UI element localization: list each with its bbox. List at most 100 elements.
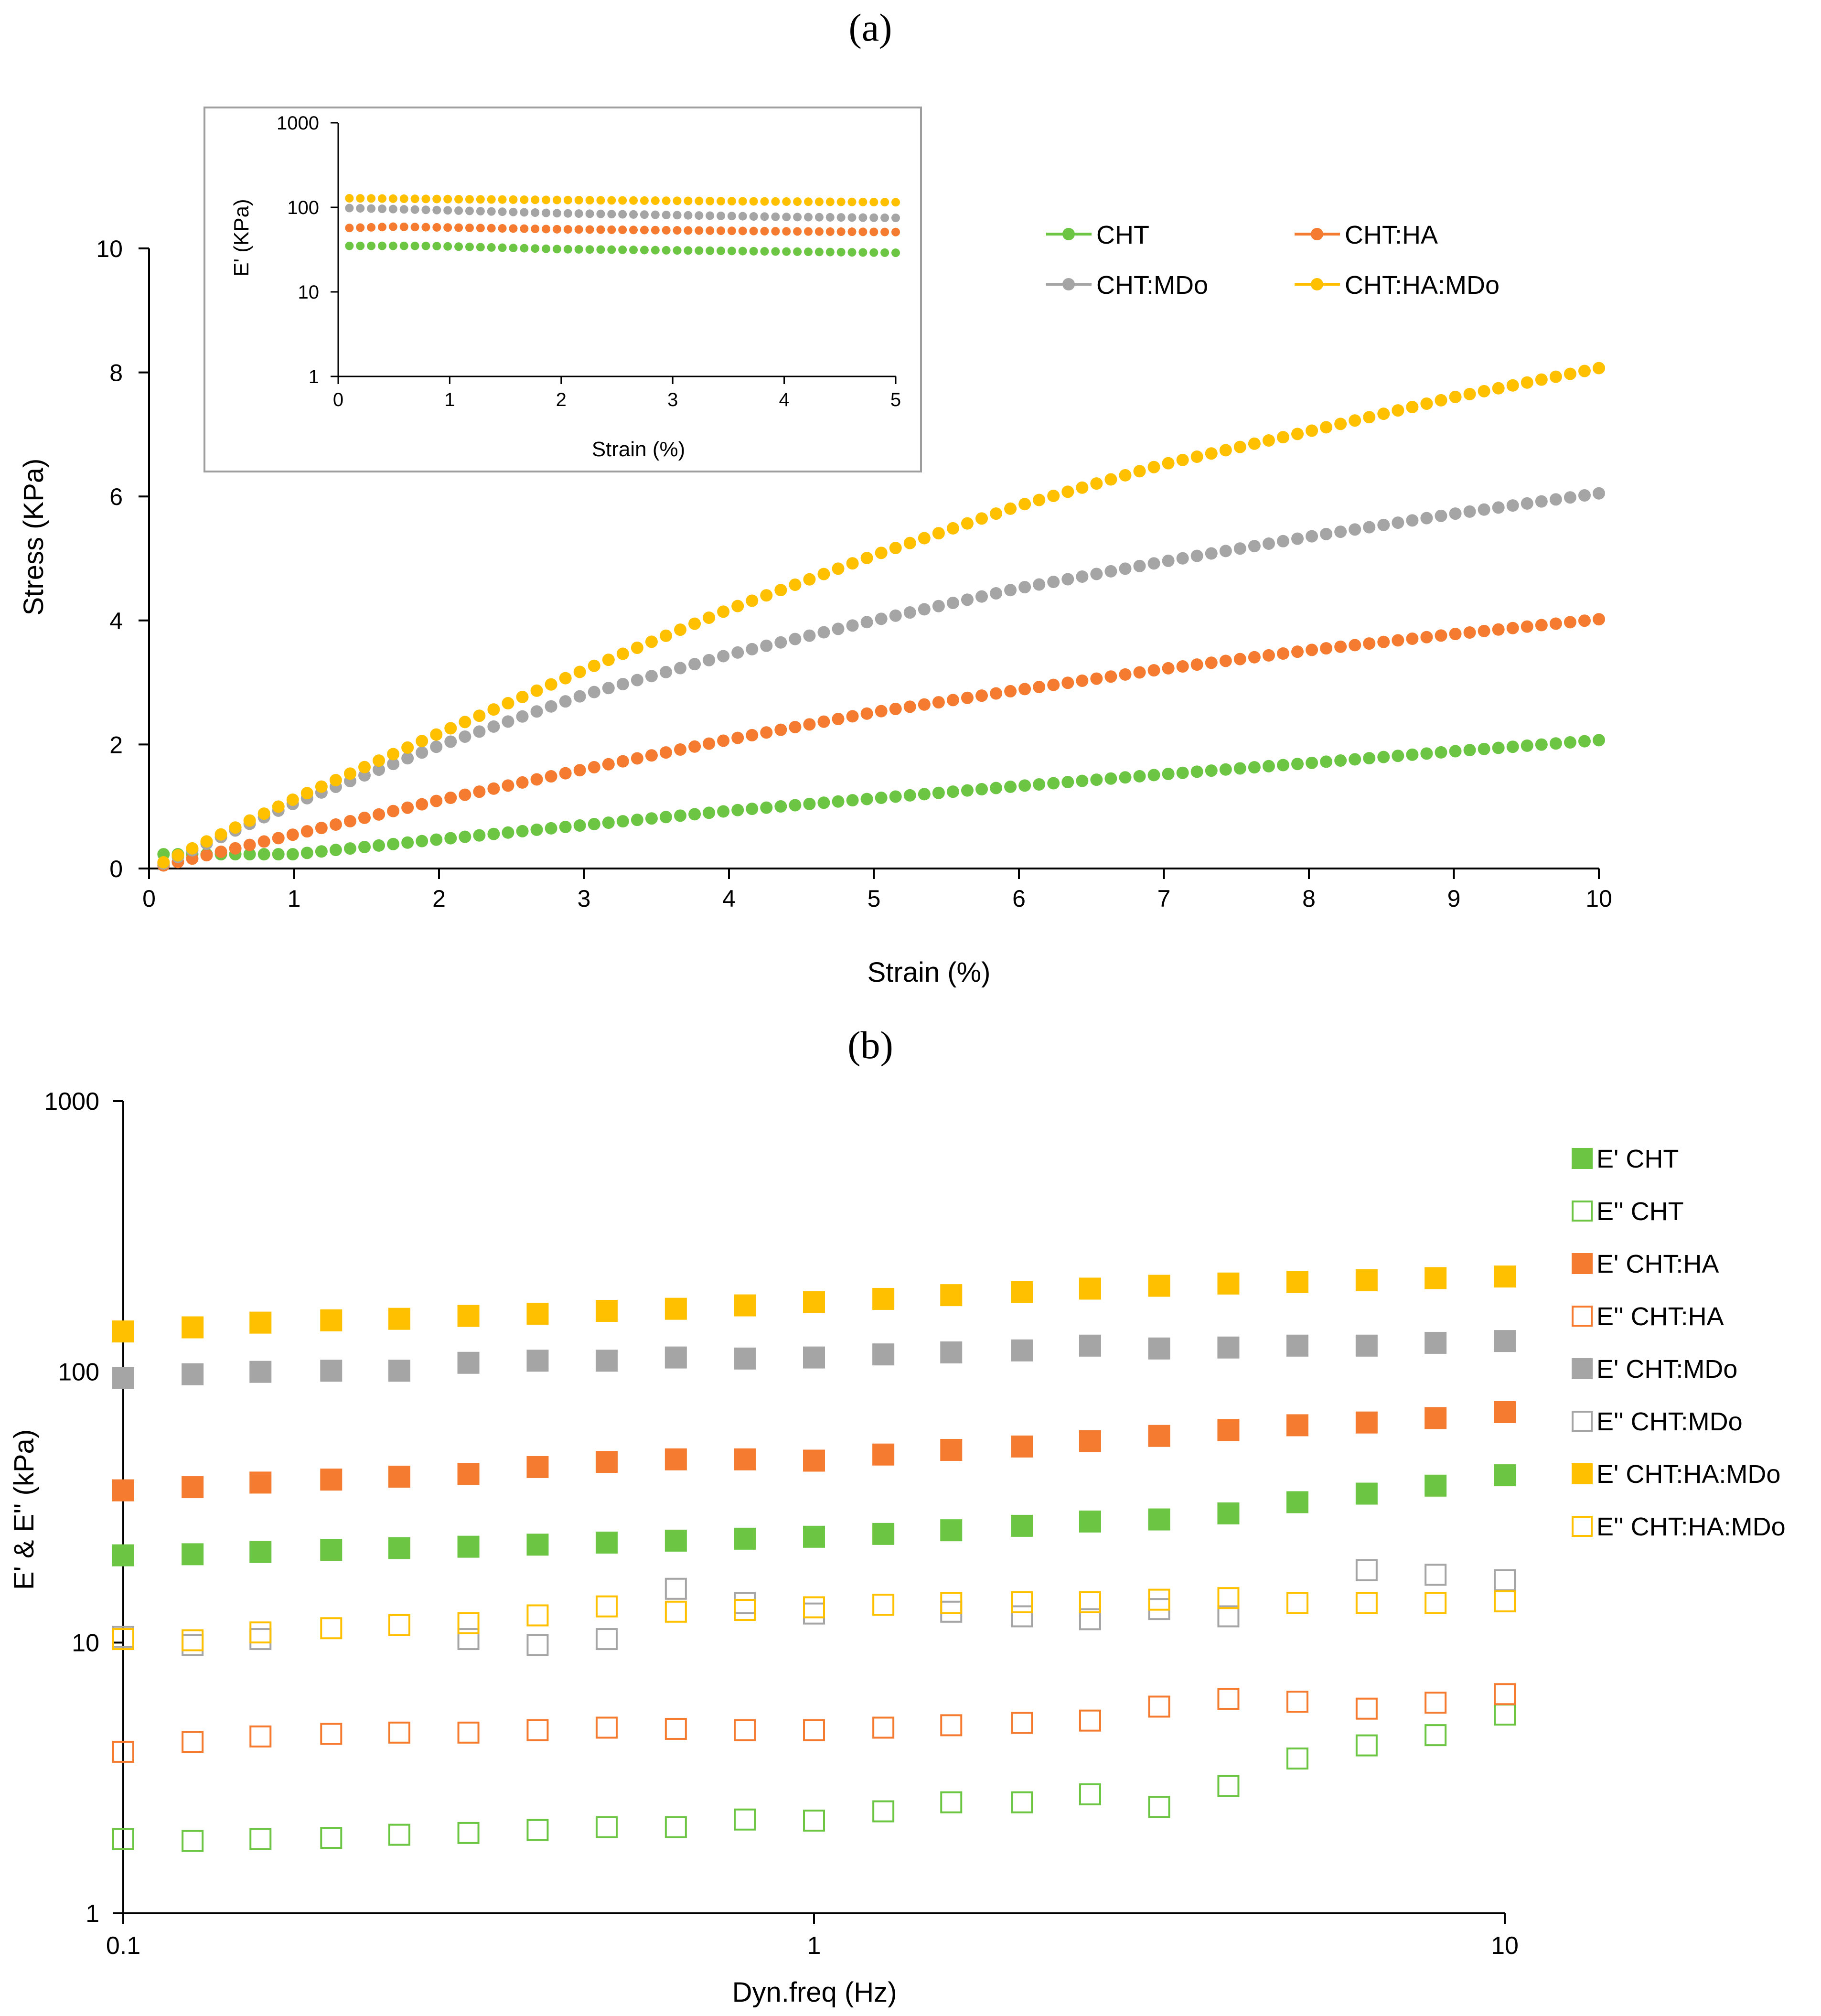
data-point xyxy=(416,735,428,748)
data-point xyxy=(487,720,500,733)
panel-a-label: (a) xyxy=(848,6,892,49)
data-point xyxy=(243,848,256,861)
data-point xyxy=(1449,507,1462,520)
data-point xyxy=(1535,373,1548,386)
data-point xyxy=(320,1539,343,1561)
data-point xyxy=(1190,765,1203,778)
inset-data-point xyxy=(771,212,780,221)
data-point xyxy=(1090,477,1103,490)
data-point xyxy=(731,804,744,816)
data-point xyxy=(182,1830,204,1852)
data-point xyxy=(315,780,328,793)
data-point xyxy=(872,1343,895,1366)
inset-data-point xyxy=(367,223,376,232)
data-point xyxy=(1392,634,1404,647)
data-point xyxy=(1420,397,1433,410)
inset-data-point xyxy=(356,223,365,232)
inset-data-point xyxy=(629,196,638,205)
data-point xyxy=(1506,379,1519,392)
data-point xyxy=(1262,760,1275,772)
inset-data-point xyxy=(520,244,529,253)
data-point xyxy=(200,835,213,848)
inset-data-point xyxy=(618,196,627,205)
data-point xyxy=(860,793,873,805)
data-point xyxy=(1104,565,1117,578)
data-point xyxy=(457,1822,480,1844)
data-point xyxy=(789,633,802,645)
data-point xyxy=(1018,498,1031,511)
inset-data-point xyxy=(869,248,878,257)
inset-data-point xyxy=(465,195,474,204)
data-point xyxy=(1018,683,1031,696)
inset-data-point xyxy=(695,226,704,235)
data-point xyxy=(444,735,457,748)
inset-data-point xyxy=(727,212,736,221)
data-point xyxy=(1463,744,1476,757)
data-point xyxy=(1286,1691,1308,1713)
data-point xyxy=(1425,1692,1447,1714)
data-point xyxy=(774,723,787,736)
data-point xyxy=(1435,746,1447,759)
data-point xyxy=(961,691,974,704)
data-point xyxy=(803,1596,825,1619)
data-point xyxy=(473,785,486,798)
inset-data-point xyxy=(498,224,507,233)
inset-data-point xyxy=(858,227,868,236)
inset-data-point xyxy=(869,213,878,222)
data-point xyxy=(459,830,471,843)
data-point xyxy=(1148,1796,1170,1818)
data-point xyxy=(664,1529,687,1552)
inset-data-point xyxy=(443,194,452,204)
inset-data-point xyxy=(662,225,671,235)
inset-data-point xyxy=(618,245,627,254)
data-point xyxy=(343,767,356,780)
data-point xyxy=(1349,414,1361,427)
inset-data-point xyxy=(858,213,868,222)
data-point xyxy=(257,835,270,848)
data-point xyxy=(1090,773,1103,786)
data-point xyxy=(459,716,471,729)
data-point xyxy=(1564,491,1576,504)
data-point xyxy=(1506,740,1519,753)
y-tick-label: 2 xyxy=(109,731,123,758)
inset-data-point xyxy=(825,227,835,236)
inset-data-point xyxy=(498,195,507,204)
data-point xyxy=(803,629,816,642)
inset-data-point xyxy=(388,194,397,203)
inset-data-point xyxy=(443,206,452,215)
inset-data-point xyxy=(476,207,485,216)
data-point xyxy=(1061,676,1074,689)
data-point xyxy=(803,1525,825,1548)
data-point xyxy=(1494,1330,1516,1352)
data-point xyxy=(320,1723,343,1745)
inset-data-point xyxy=(454,242,463,251)
data-point xyxy=(889,542,902,555)
inset-data-point xyxy=(651,196,660,205)
data-point xyxy=(459,788,471,801)
inset-data-point xyxy=(476,243,485,252)
data-point xyxy=(872,1443,895,1466)
data-point xyxy=(846,710,859,723)
data-point xyxy=(388,1466,410,1488)
data-point xyxy=(526,1302,549,1325)
legend-label: E'' CHT:HA xyxy=(1596,1302,1724,1331)
data-point xyxy=(595,1595,618,1618)
data-point xyxy=(112,1628,134,1651)
data-point xyxy=(1162,768,1175,781)
data-point xyxy=(734,1808,756,1831)
data-point xyxy=(688,658,701,671)
data-point xyxy=(1047,489,1060,502)
inset-data-point xyxy=(684,211,693,220)
data-point xyxy=(875,547,888,559)
data-point xyxy=(602,758,615,771)
data-point xyxy=(1079,1591,1101,1613)
data-point xyxy=(1355,1592,1378,1614)
inset-data-point xyxy=(377,204,386,214)
data-point xyxy=(1147,461,1160,473)
x-tick-label: 3 xyxy=(578,885,591,912)
data-point xyxy=(1148,1275,1170,1297)
data-point xyxy=(182,1629,204,1651)
data-point xyxy=(1306,756,1318,769)
data-point xyxy=(1061,573,1074,586)
data-point xyxy=(875,705,888,718)
